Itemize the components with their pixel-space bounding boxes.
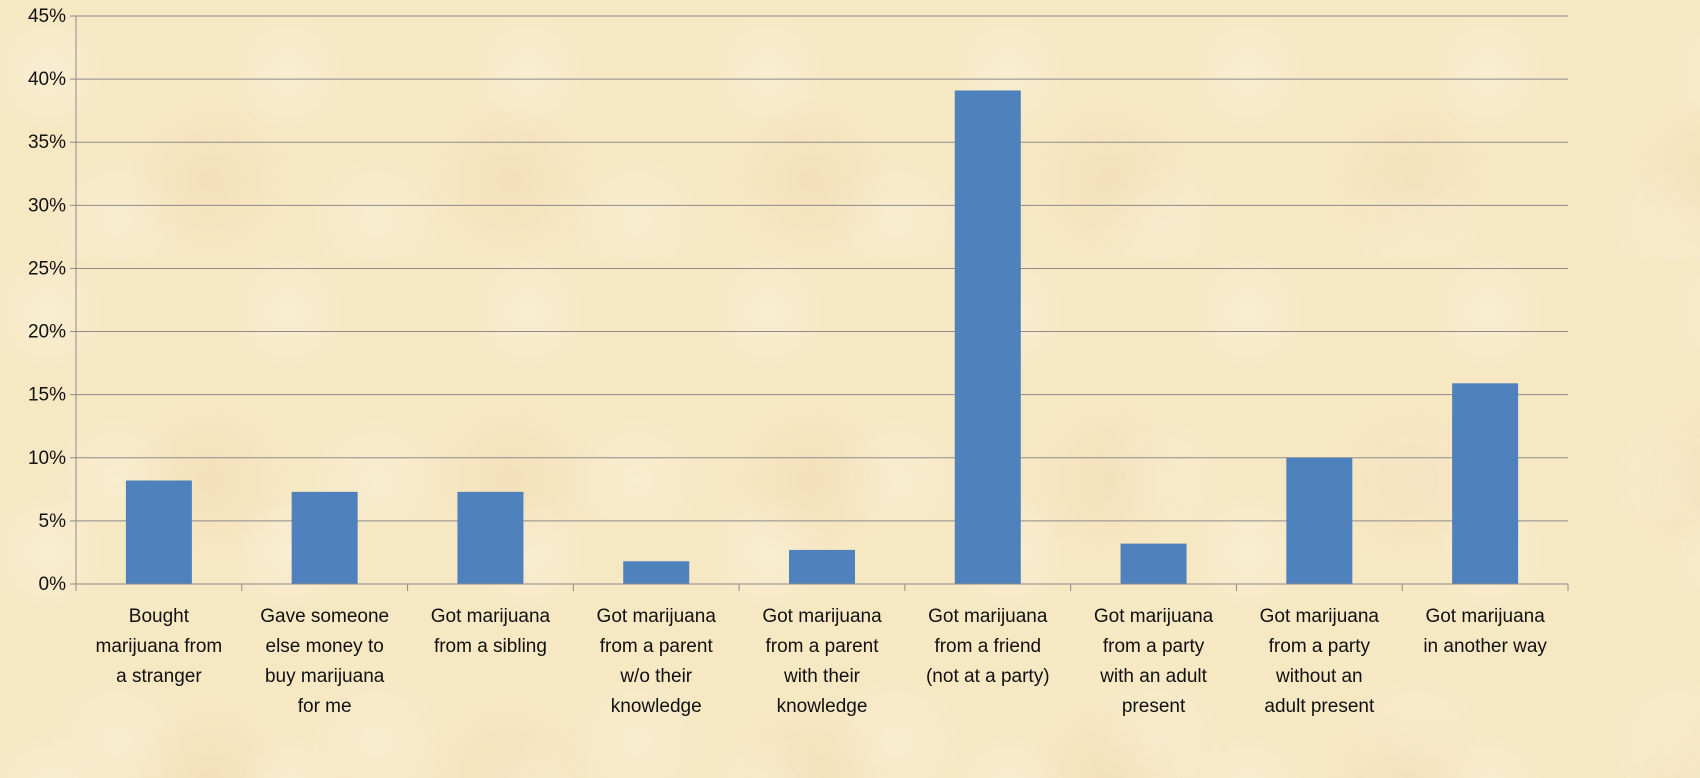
x-tick-label: Gave someone else money to buy marijuana fo… (260, 606, 389, 717)
y-tick-label: 40% (28, 69, 66, 90)
y-tick-label: 0% (39, 574, 67, 595)
bar (291, 491, 358, 584)
y-tick-label: 20% (28, 322, 66, 343)
y-tick-label: 15% (28, 385, 66, 406)
bar (1286, 457, 1353, 584)
x-tick-label: Got marijuana from a parent w/o their knowl… (597, 606, 717, 717)
y-tick-label: 10% (28, 448, 66, 469)
bar (1452, 383, 1519, 584)
gridlines (76, 15, 1568, 522)
bar (954, 90, 1021, 585)
bar (457, 491, 524, 584)
bars (125, 90, 1519, 585)
y-tick-label: 25% (28, 258, 66, 279)
x-axis (75, 16, 1569, 591)
x-tick-label: Got marijuana from a parent with their know… (762, 606, 882, 717)
x-tick-label: Got marijuana from a sibling (431, 606, 551, 657)
y-axis-ticks: 0% 5% 10% 15% 20% 25% 30% 35% 40% 45% (28, 6, 76, 595)
bar (1120, 543, 1187, 584)
bar (789, 549, 855, 584)
bar (125, 480, 192, 584)
y-tick-label: 5% (39, 511, 67, 532)
y-tick-label: 35% (28, 132, 66, 153)
bar (623, 561, 690, 584)
y-tick-label: 45% (28, 6, 66, 27)
x-tick-label: Got marijuana in another way (1423, 606, 1547, 657)
x-tick-label: Got marijuana from a friend (not at a part… (926, 606, 1050, 687)
x-tick-label: Got marijuana from a party with an adult pr… (1094, 606, 1214, 717)
x-tick-label: Bought marijuana from a stranger (96, 606, 223, 687)
x-tick-label: Got marijuana from a party without an adult… (1260, 606, 1380, 717)
y-tick-label: 30% (28, 195, 66, 216)
x-axis-labels: Bought marijuana from a stranger Gave someo… (96, 606, 1548, 717)
